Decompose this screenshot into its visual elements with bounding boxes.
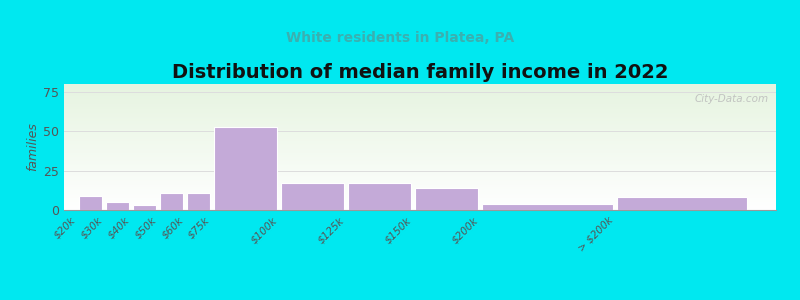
Bar	[415, 188, 478, 210]
Bar	[348, 183, 411, 210]
Bar	[79, 196, 102, 210]
Bar	[482, 204, 613, 210]
Text: White residents in Platea, PA: White residents in Platea, PA	[286, 32, 514, 46]
Bar	[106, 202, 129, 210]
Bar	[617, 197, 747, 210]
Y-axis label: families: families	[26, 123, 39, 171]
Bar	[214, 127, 277, 210]
Bar	[160, 193, 183, 210]
Text: City-Data.com: City-Data.com	[694, 94, 769, 104]
Title: Distribution of median family income in 2022: Distribution of median family income in …	[172, 63, 668, 82]
Bar	[187, 193, 210, 210]
Bar	[133, 205, 156, 210]
Bar	[281, 183, 344, 210]
